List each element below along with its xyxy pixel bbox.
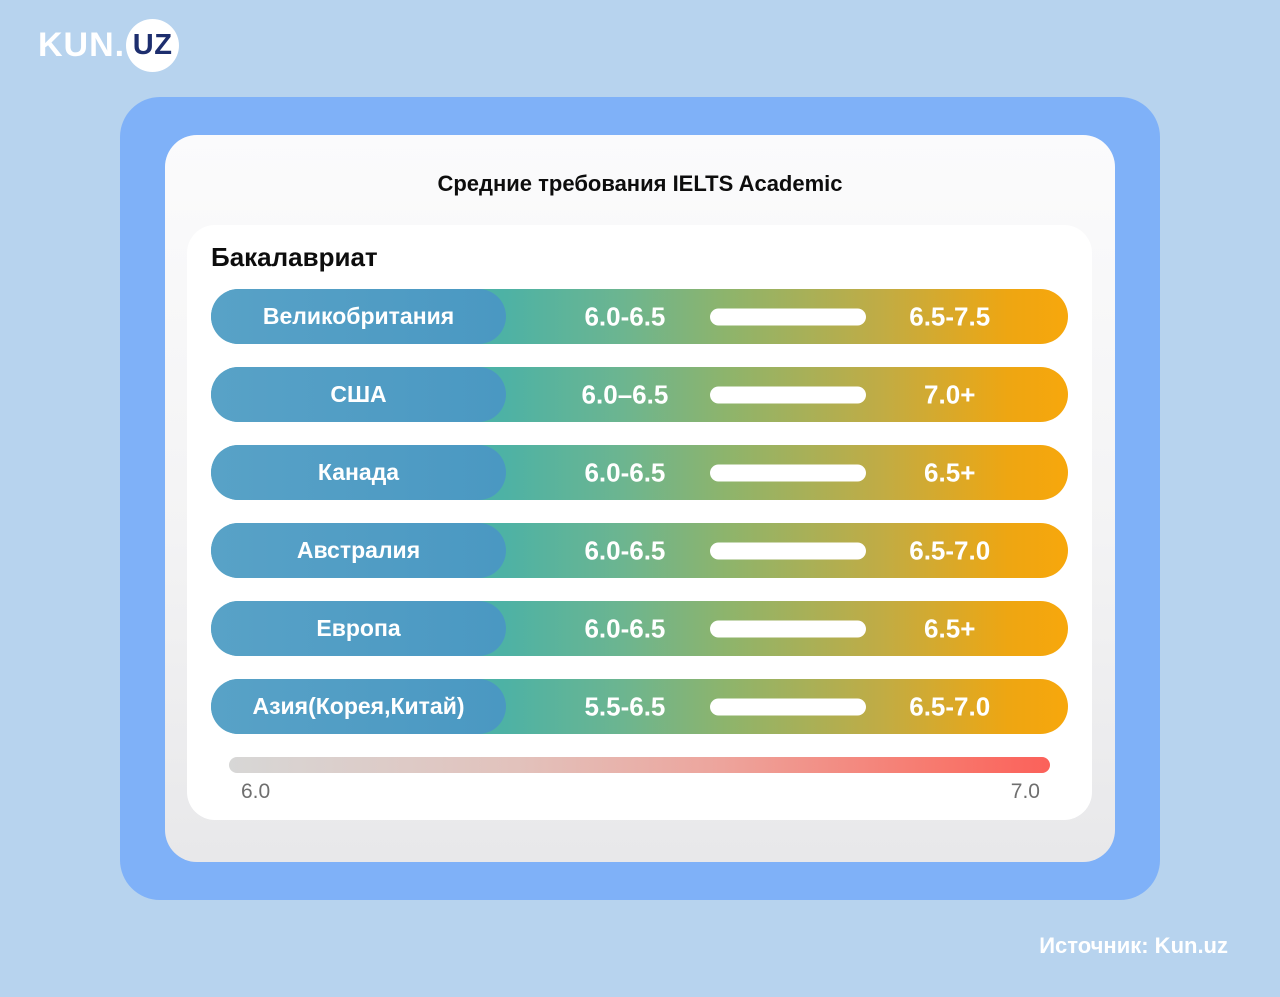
source-credit: Источник: Kun.uz	[1039, 933, 1228, 958]
chart-title: Средние требования IELTS Academic	[437, 171, 843, 196]
country-label: Великобритания	[262, 303, 455, 329]
country-row: Европа 6.0-6.5 6.5+	[211, 601, 1068, 656]
low-range-value: 6.0-6.5	[584, 457, 666, 487]
range-divider-bar	[709, 620, 866, 637]
range-divider-bar	[709, 464, 866, 481]
infographic-card: Средние требования IELTS Academic Бакала…	[120, 97, 1160, 900]
score-scale-gradient-bar	[229, 757, 1050, 773]
high-range-value: 6.5-7.0	[909, 691, 991, 721]
country-label: США	[330, 381, 387, 407]
country-label: Азия(Корея,Китай)	[252, 693, 465, 719]
high-range-value: 6.5+	[924, 457, 976, 487]
high-range-value: 6.5-7.0	[909, 535, 991, 565]
logo-kun-text: KUN.	[38, 26, 126, 64]
range-divider-bar	[709, 698, 866, 715]
country-label: Канада	[317, 459, 400, 485]
low-range-value: 6.0-6.5	[584, 613, 666, 643]
range-divider-bar	[709, 386, 866, 403]
country-label: Австралия	[296, 537, 421, 563]
country-row: Канада 6.0-6.5 6.5+	[211, 445, 1068, 500]
scale-min-label: 6.0	[241, 780, 271, 803]
country-pill: Великобритания	[211, 289, 506, 344]
low-range-value: 5.5-6.5	[584, 691, 666, 721]
high-range-value: 6.5-7.5	[909, 301, 991, 331]
logo-circle: UZ	[126, 19, 180, 72]
country-row: США 6.0–6.5 7.0+	[211, 367, 1068, 422]
chart-inner-panel: Бакалавриат Великобритания 6.0-6.5 6.5-7…	[187, 225, 1092, 820]
high-range-value: 6.5+	[924, 613, 976, 643]
score-scale-labels: 6.0 7.0	[241, 780, 1040, 804]
country-row: Азия(Корея,Китай) 5.5-6.5 6.5-7.0	[211, 679, 1068, 734]
chart-outer-panel: Средние требования IELTS Academic Бакала…	[165, 135, 1115, 862]
section-heading: Бакалавриат	[211, 242, 378, 272]
high-range-value: 7.0+	[924, 379, 976, 409]
country-pill: США	[211, 367, 506, 422]
country-label: Европа	[316, 615, 401, 641]
kunuz-logo: KUN. UZ	[38, 19, 180, 72]
logo-uz-text: UZ	[132, 29, 173, 61]
range-divider-bar	[709, 308, 866, 325]
country-row: Великобритания 6.0-6.5 6.5-7.5	[211, 289, 1068, 344]
low-range-value: 6.0–6.5	[581, 379, 669, 409]
rows: Великобритания 6.0-6.5 6.5-7.5 США 6.0–6…	[211, 289, 1068, 734]
country-pill: Европа	[211, 601, 506, 656]
country-pill: Азия(Корея,Китай)	[211, 679, 506, 734]
low-range-value: 6.0-6.5	[584, 301, 666, 331]
range-divider-bar	[709, 542, 866, 559]
scale-max-label: 7.0	[1010, 780, 1040, 803]
country-pill: Австралия	[211, 523, 506, 578]
country-row: Австралия 6.0-6.5 6.5-7.0	[211, 523, 1068, 578]
low-range-value: 6.0-6.5	[584, 535, 666, 565]
country-pill: Канада	[211, 445, 506, 500]
